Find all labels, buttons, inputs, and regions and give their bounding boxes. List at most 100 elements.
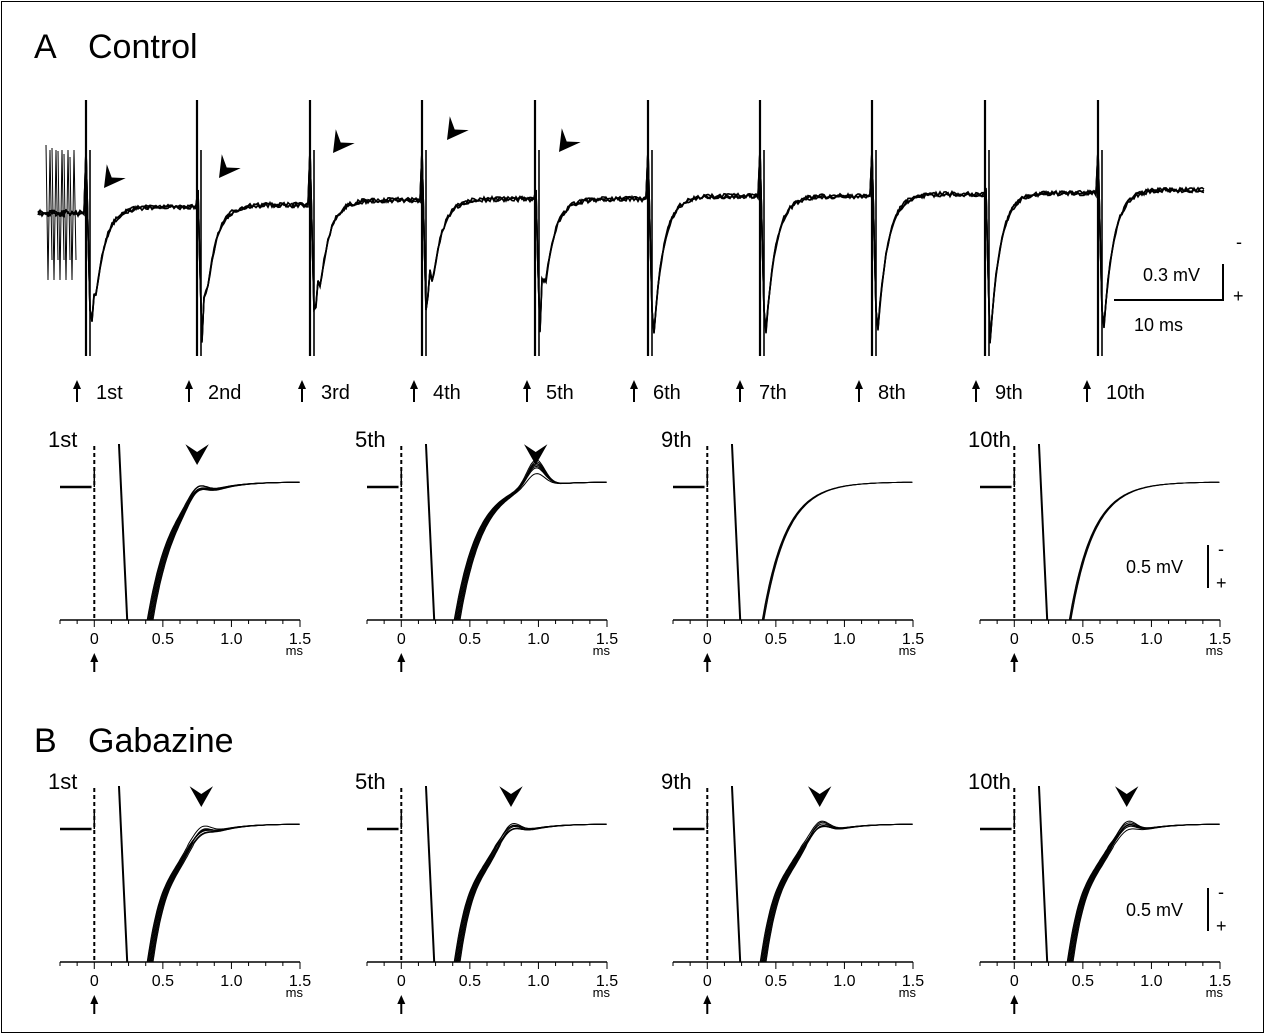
subpanel-label: 5th [355,769,386,794]
sweep-trace [1067,823,1219,963]
panel-a-letter: A [34,28,57,66]
sweep-trace [1070,481,1220,621]
x-tick-label: 1.5 [902,631,924,648]
x-tick-label: 0.5 [459,973,481,990]
arrowhead-marker [219,154,241,178]
stimulus-time-arrow-head [397,653,406,662]
sweep-trace [151,481,299,621]
x-tick-label: 0.5 [1072,631,1094,648]
arrowhead-marker [333,129,355,153]
sweep-trace [148,823,300,963]
top-scale-minus: - [1236,232,1242,252]
stimulus-label: 4th [433,382,461,404]
trace-sweep [37,149,1205,341]
sweep-trace [149,481,300,621]
x-tick-label: 0.5 [765,631,787,648]
artifact-decay [424,443,436,621]
subpanel-b-3: 9th 0 0.5 1.0 1.5ms [661,769,924,1014]
stimulus-time-arrow-head [703,995,712,1004]
stimulus-label: 10th [1106,382,1145,404]
stimulus-arrow-head [298,380,306,389]
stimulus-arrow-head [73,380,81,389]
sweep-trace [457,467,607,621]
stimulus-label: 6th [653,382,681,404]
sweep-trace [1072,823,1220,963]
panel-a-condition: Control [88,28,198,66]
detail-scale-bar-a: 0.5 mV - + [1126,539,1227,593]
x-axis-unit: ms [286,643,304,658]
sweep-trace [459,461,607,621]
arrowhead-marker [559,128,581,152]
x-tick-label: 0 [90,631,99,648]
x-axis-unit: ms [899,643,917,658]
sweep-trace [456,822,607,963]
x-tick-label: 1.0 [527,631,549,648]
sweep-trace [458,823,606,963]
detail-scale-bar-b: 0.5 mV - + [1126,882,1227,936]
sweep-trace [150,823,300,963]
sweep-trace [763,823,912,963]
stimulus-label: 5th [546,382,574,404]
stimulus-label: 1st [96,382,123,404]
x-tick-label: 1.0 [1140,973,1162,990]
detail-scale-b-amplitude: 0.5 mV [1126,900,1183,920]
artifact-decay [117,785,129,963]
x-tick-label: 0 [397,631,406,648]
top-scale-time: 10 ms [1134,315,1183,335]
top-scale-amplitude: 0.3 mV [1143,265,1200,285]
arrowhead-marker [189,786,213,807]
sweep-trace [763,481,913,621]
sweep-trace [759,820,913,963]
subpanel-a-3: 9th 0 0.5 1.0 1.5ms [661,427,924,672]
sweep-trace [453,823,607,963]
spontaneous-spike [45,144,53,281]
sweep-trace [760,823,912,963]
sweep-trace [1069,481,1220,621]
sweep-trace [1068,820,1220,963]
arrowhead-marker [1115,786,1139,807]
detail-scale-b-minus: - [1218,882,1224,902]
artifact-decay [117,443,129,621]
sweep-trace [761,823,913,963]
stimulus-label: 2nd [208,382,241,404]
stimulus-labels: 1st 2nd 3rd 4th 5th 6th 7th 8th 9th 10th [73,380,1145,404]
sweep-trace [147,481,299,621]
sweep-trace [459,823,607,963]
stimulus-arrow-head [736,380,744,389]
sweep-trace [151,823,299,963]
x-tick-label: 1.0 [833,973,855,990]
sweep-trace [152,481,300,621]
sweep-trace [1070,823,1219,963]
x-axis-unit: ms [1206,643,1224,658]
stimulus-arrow-head [855,380,863,389]
sweep-trace [1068,481,1219,621]
arrowhead-marker [524,444,548,465]
x-tick-label: 0.5 [152,973,174,990]
subpanel-b-1: 1st 0 0.5 1.0 1.5ms [48,769,311,1014]
subpanel-b-4: 10th 0 0.5 1.0 1.5ms [968,769,1231,1014]
top-scale-bar: 0.3 mV 10 ms - + [1114,232,1244,335]
x-axis-unit: ms [899,985,917,1000]
x-axis-unit: ms [286,985,304,1000]
x-axis-unit: ms [593,985,611,1000]
x-tick-label: 1.0 [1140,631,1162,648]
stimulus-arrow-head [972,380,980,389]
stimulus-label: 8th [878,382,906,404]
x-tick-label: 1.5 [289,973,311,990]
x-tick-label: 0 [703,631,712,648]
sweep-trace [763,821,913,963]
arrowhead-marker [447,116,469,140]
spontaneous-spike [69,149,77,281]
artifact-decay [424,785,436,963]
x-tick-label: 1.5 [902,973,924,990]
subpanel-a-1: 1st 0 0.5 1.0 1.5ms [48,427,311,672]
subpanel-label: 9th [661,427,692,452]
subpanel-label: 5th [355,427,386,452]
sweep-trace [761,481,912,621]
stimulus-arrow-head [410,380,418,389]
sweep-trace [764,823,912,963]
x-tick-label: 0.5 [152,631,174,648]
artifact-decay [1037,443,1049,621]
x-axis-unit: ms [593,643,611,658]
